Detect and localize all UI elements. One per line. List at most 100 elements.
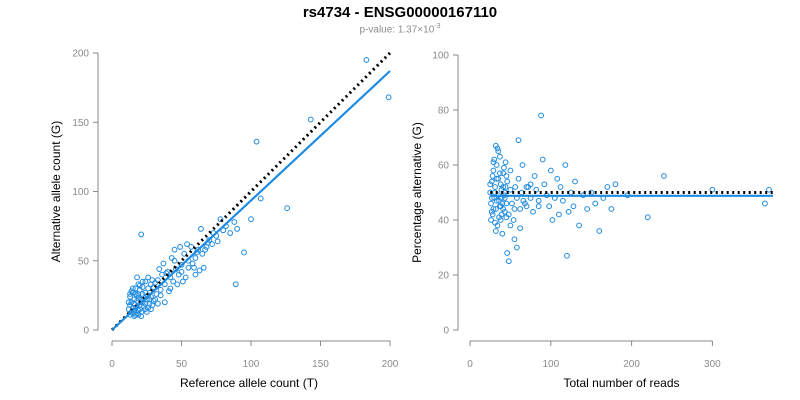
plot2-data-point — [612, 181, 619, 188]
plot1-y-tick-label: 100 — [72, 187, 89, 198]
plot1-data-point — [307, 116, 314, 123]
plot2-data-point — [517, 206, 523, 212]
plot2-data-point — [570, 203, 577, 210]
plot2-data-point — [493, 162, 500, 168]
plot1-data-point — [143, 309, 150, 315]
plot1-data-point — [138, 313, 145, 320]
plot1-data-point — [146, 296, 153, 303]
plot2-x-tick-label: 200 — [623, 359, 640, 370]
plot1-data-point — [179, 278, 186, 285]
plot2-data-point — [492, 206, 499, 212]
plot2-data-point — [584, 206, 591, 212]
plot1-data-point — [156, 266, 163, 272]
plot2-data-point — [489, 173, 496, 179]
plot2-data-point — [564, 252, 570, 259]
plot2-data-point — [510, 217, 517, 223]
plot1-x-tick-label: 50 — [176, 359, 188, 370]
plot2-data-point — [490, 159, 497, 166]
plot1-data-point — [199, 250, 206, 257]
plot1-data-point — [136, 306, 143, 313]
plot1-data-point — [234, 225, 241, 232]
plot1-y-tick-label: 200 — [72, 49, 89, 60]
plot2-data-point — [489, 211, 496, 218]
plot2-data-point — [488, 217, 494, 223]
plot1-data-point — [142, 306, 149, 313]
plot1-data-point — [125, 299, 132, 306]
plot2-data-point — [507, 167, 514, 174]
plot1-y-axis-label: Alternative allele count (G) — [49, 121, 63, 262]
plot1-data-point — [168, 255, 175, 261]
plot2-data-point — [541, 181, 548, 188]
plot2-data-point — [511, 236, 518, 243]
plot1-data-point — [385, 94, 392, 101]
plot2-data-point — [495, 148, 502, 155]
plot2-data-point — [501, 164, 507, 171]
plot1-data-point — [157, 286, 164, 293]
plot2-data-point — [498, 211, 505, 218]
plot1-data-point — [142, 278, 149, 285]
plot1-data-point — [241, 249, 247, 256]
plot2-y-tick-label: 40 — [438, 216, 450, 227]
plot2-data-point — [547, 167, 554, 174]
plot1-data-point — [284, 205, 291, 212]
plot1-y-tick-label: 150 — [72, 118, 89, 129]
plot2-data-point — [490, 167, 497, 174]
plot1-data-point — [160, 260, 167, 267]
plot2-data-point — [661, 173, 667, 179]
plot1-data-point — [227, 230, 234, 236]
plot2-data-point — [519, 162, 526, 168]
plot1-data-point — [200, 264, 207, 271]
plot1-data-point — [232, 281, 239, 288]
plot1-data-point — [177, 244, 184, 250]
plot2-data-point — [488, 200, 494, 207]
plot2-data-point — [557, 184, 564, 190]
plot1-data-point — [171, 246, 178, 253]
plot1-data-point — [149, 277, 156, 284]
pvalue-exponent: -3 — [434, 23, 441, 30]
plot1-data-point — [248, 216, 254, 223]
plot1-data-point — [178, 268, 185, 275]
plot1-data-point — [163, 270, 170, 277]
plot1-data-point — [167, 285, 174, 292]
plot1-data-point — [136, 282, 143, 289]
plot2-data-point — [533, 186, 540, 193]
plot1-data-point — [202, 246, 209, 253]
plot2-data-point — [500, 184, 507, 190]
plot2-data-point — [504, 250, 511, 256]
plot1-data-point — [139, 278, 146, 285]
plot2-data-point — [487, 181, 494, 188]
plot2-x-axis-label: Total number of reads — [563, 376, 679, 390]
plot2-data-point — [527, 181, 534, 188]
plot2-data-point — [644, 214, 651, 221]
plot2-data-point — [531, 173, 538, 179]
plot2-data-point — [517, 225, 523, 232]
plot2-y-axis-label: Percentage alternative (G) — [410, 122, 424, 263]
plot1-data-point — [166, 288, 172, 295]
plot1-data-point — [132, 291, 139, 297]
plot2-data-point — [507, 186, 514, 193]
plot2-data-point — [491, 156, 498, 163]
plot2-data-point — [492, 184, 498, 190]
plot1-data-point — [145, 285, 152, 292]
plot2-data-point — [509, 200, 515, 207]
plot2-data-point — [523, 184, 530, 190]
plot1-x-tick-label: 100 — [243, 359, 260, 370]
plot2-data-point — [766, 186, 772, 193]
chart-title: rs4734 - ENSG00000167110 — [302, 4, 498, 21]
plot1-x-tick-label: 0 — [109, 359, 115, 370]
plot2-data-point — [530, 208, 536, 215]
plot2-data-point — [503, 200, 510, 207]
plot1-data-point — [135, 295, 142, 302]
plot2-data-point — [493, 175, 500, 182]
plot1-fit-line — [111, 70, 391, 331]
plot2-data-point — [576, 222, 582, 229]
plot1-data-point — [154, 300, 161, 307]
plot2-data-point — [539, 156, 546, 163]
plot2-data-point — [535, 197, 542, 204]
plot2-data-point — [535, 203, 542, 210]
plot2-data-point — [496, 153, 503, 160]
plot1-data-point — [127, 291, 133, 297]
plot1-data-point — [135, 311, 142, 318]
plot2-data-point — [515, 175, 522, 182]
